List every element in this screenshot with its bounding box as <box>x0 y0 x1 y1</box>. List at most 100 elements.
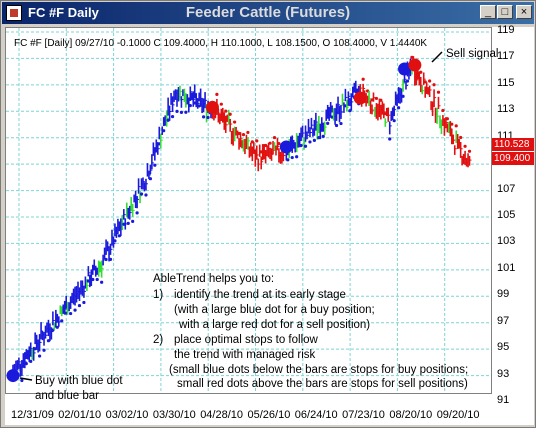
buy-stop-dot <box>326 121 330 125</box>
sell-stop-dot <box>419 70 423 74</box>
buy-stop-dot <box>108 257 113 261</box>
price-chart <box>6 28 491 393</box>
buy-stop-dot <box>321 134 325 138</box>
buy-stop-dot <box>308 140 312 144</box>
helps-title: AbleTrend helps you to: <box>153 273 275 285</box>
sell-stop-dot <box>436 90 441 94</box>
y-tick-label: 113 <box>497 103 515 116</box>
buy-signal-label-1: Buy with blue dot <box>35 375 123 387</box>
sell-stop-dot <box>467 149 472 153</box>
plot-area[interactable] <box>5 27 492 394</box>
item2-sub1: the trend with managed risk <box>174 349 316 361</box>
buy-stop-dot <box>24 362 28 366</box>
buy-stop-dot <box>397 106 401 110</box>
item1-sub1: (with a large blue dot for a buy positio… <box>174 304 375 316</box>
x-tick-label: 08/20/10 <box>389 409 433 421</box>
sell-stop-dot <box>272 135 277 140</box>
maximize-button[interactable]: □ <box>497 5 513 19</box>
y-tick-label: 99 <box>497 288 510 301</box>
minimize-button[interactable]: _ <box>480 5 496 19</box>
buy-stop-dot <box>60 319 64 323</box>
buy-stop-dot <box>135 211 139 215</box>
y-tick-label: 101 <box>497 261 516 274</box>
buy-signal-dot <box>279 140 293 154</box>
title-bar[interactable]: FC #F Daily Feeder Cattle (Futures) _ □ … <box>2 2 534 24</box>
item1-number: 1) <box>153 289 164 301</box>
buy-signal-dot <box>6 369 20 383</box>
x-tick-label: 05/26/10 <box>247 409 291 421</box>
sell-signal-dot <box>353 91 367 105</box>
buy-stop-dot <box>91 277 95 282</box>
x-tick-label: 06/24/10 <box>294 409 338 421</box>
sell-signal-dot <box>205 100 219 114</box>
sell-stop-dot <box>241 133 246 137</box>
sell-stop-dot <box>432 83 436 87</box>
item2-number: 2) <box>153 334 164 346</box>
sell-stop-dot <box>428 79 432 83</box>
sell-stop-dot <box>361 77 365 81</box>
buy-stop-dot <box>401 94 405 98</box>
app-icon[interactable] <box>6 5 22 21</box>
y-tick-label: 115 <box>497 76 515 89</box>
buy-stop-dot <box>179 110 184 114</box>
item1-text: identify the trend at its early stage <box>174 289 346 301</box>
buy-stop-dot <box>20 378 24 383</box>
item2-sub2: (small blue dots below the bars are stop… <box>169 364 469 376</box>
sell-stop-dot <box>374 96 379 101</box>
y-tick-label: 95 <box>497 341 510 354</box>
y-tick-label: 93 <box>497 367 510 380</box>
buy-stop-dot <box>73 308 77 312</box>
buy-stop-dot <box>286 158 290 162</box>
sell-stop-dot <box>224 109 228 113</box>
y-tick-label: 107 <box>497 182 516 195</box>
buy-stop-dot <box>290 155 294 160</box>
date-axis <box>5 394 534 425</box>
buy-stop-dot <box>303 144 308 148</box>
info-line: FC #F [Daily] 09/27/10 -0.1000 C 109.400… <box>14 38 428 49</box>
buy-signal-arrow <box>19 377 33 381</box>
buy-stop-dot <box>299 143 303 148</box>
close-button[interactable]: × <box>516 5 532 19</box>
buy-stop-dot <box>77 303 82 308</box>
sell-stop-dot <box>441 108 445 113</box>
buy-stop-dot <box>295 155 299 159</box>
sell-stop-dot <box>268 141 272 145</box>
sell-stop-dot <box>459 135 463 140</box>
buy-stop-dot <box>69 311 73 316</box>
item2-text: place optimal stops to follow <box>174 334 318 346</box>
last-price-tag: 109.400 <box>492 152 534 165</box>
buy-stop-dot <box>113 239 117 243</box>
buy-stop-dot <box>184 110 188 114</box>
y-tick-label: 97 <box>497 314 510 327</box>
buy-stop-dot <box>175 109 179 114</box>
buy-stop-dot <box>37 354 42 358</box>
x-tick-label: 09/20/10 <box>436 409 480 421</box>
buy-stop-dot <box>388 137 392 141</box>
sell-stop-dot <box>228 112 232 116</box>
buy-stop-dot <box>104 257 108 262</box>
item1-sub2: with a large red dot for a sell position… <box>179 319 371 331</box>
y-tick-label: 105 <box>497 209 516 221</box>
buy-stop-dot <box>188 103 192 108</box>
buy-stop-dot <box>139 192 144 196</box>
buy-stop-dot <box>42 348 46 352</box>
buy-signal-dot <box>398 62 412 76</box>
sell-stop-dot <box>450 122 454 126</box>
sell-stop-dot <box>379 98 383 102</box>
sell-signal-label: Sell signal <box>446 48 499 60</box>
sell-stop-dot <box>233 120 237 124</box>
sell-stop-dot <box>454 124 458 128</box>
price-axis <box>492 27 534 394</box>
buy-stop-dot <box>29 359 33 363</box>
buy-stop-dot <box>339 121 343 126</box>
y-tick-label: 103 <box>497 235 516 248</box>
buy-stop-dot <box>95 277 99 282</box>
marker-price-tag: 110.528 <box>492 138 534 151</box>
x-tick-label: 12/31/09 <box>11 409 54 421</box>
y-tick-label: 91 <box>497 394 510 406</box>
buy-stop-dot <box>170 114 175 119</box>
y-tick-label: 119 <box>497 24 515 36</box>
sell-stop-dot <box>219 102 223 106</box>
sell-stop-dot <box>445 117 449 121</box>
